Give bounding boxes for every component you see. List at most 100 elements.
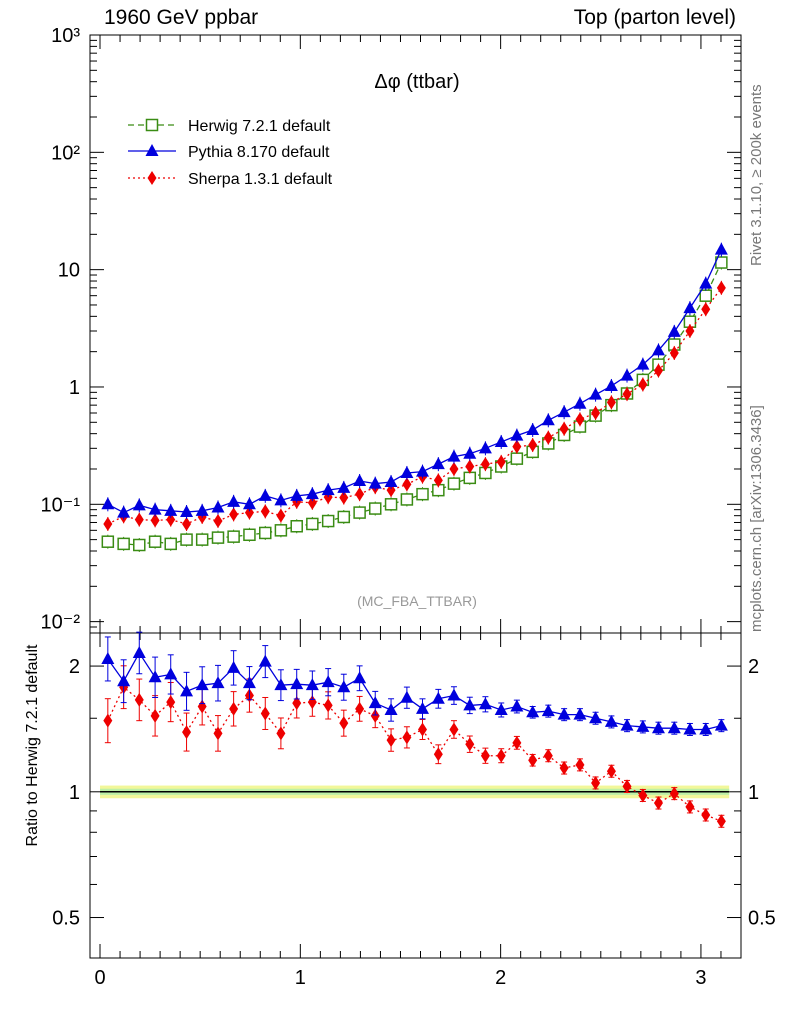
data-point [339, 490, 349, 505]
ratio-point [290, 677, 304, 690]
ratio-y-axis-label: Ratio to Herwig 7.2.1 default [24, 644, 41, 846]
collider-label: 1960 GeV ppbar [104, 6, 259, 29]
data-point [638, 377, 648, 392]
y-tick-label: 1 [69, 377, 80, 399]
data-point [180, 533, 193, 546]
data-point [337, 480, 351, 493]
data-point [636, 357, 650, 370]
data-point [368, 502, 382, 515]
ratio-point [622, 779, 632, 794]
data-point [148, 502, 162, 515]
data-point [260, 504, 270, 519]
ratio-point [653, 796, 663, 811]
ratio-point [543, 748, 553, 763]
y-tick-label: 10³ [51, 25, 80, 47]
data-point [384, 498, 398, 511]
ratio-point [164, 667, 178, 680]
ratio-point [418, 722, 428, 737]
ratio-point [292, 696, 302, 711]
ratio-point [685, 799, 695, 814]
ratio-point [211, 676, 225, 689]
ratio-y-tick-label: 2 [69, 656, 80, 678]
data-point [290, 520, 303, 533]
data-point [463, 471, 477, 485]
ratio-point [651, 721, 665, 734]
data-point [134, 512, 144, 527]
x-tick-label: 1 [295, 967, 306, 989]
data-point [227, 494, 241, 507]
data-point [433, 473, 443, 488]
legend-label: Herwig 7.2.1 default [188, 118, 331, 135]
ratio-point [714, 718, 728, 731]
y-tick-label: 10 [58, 260, 80, 282]
data-point [166, 512, 176, 527]
data-point [573, 396, 587, 409]
data-point [543, 430, 553, 445]
data-point [496, 454, 506, 469]
data-point [478, 441, 492, 454]
ratio-point [150, 708, 160, 723]
data-point [604, 378, 618, 391]
ratio-point [197, 699, 207, 714]
data-point [480, 457, 490, 472]
legend-marker [145, 144, 159, 156]
ratio-point [431, 691, 445, 704]
data-point [431, 457, 445, 470]
legend-label: Pythia 8.170 default [188, 144, 330, 161]
data-point [510, 428, 524, 441]
y-tick-label: 10⁻¹ [41, 494, 81, 516]
data-point [195, 533, 209, 546]
ratio-point [260, 706, 270, 721]
data-point [416, 464, 430, 477]
ratio-point [101, 651, 115, 664]
ratio-series-1 [103, 665, 726, 829]
ratio-point [494, 702, 508, 715]
series-2 [103, 280, 726, 531]
data-point [591, 406, 601, 421]
data-point [685, 323, 695, 338]
data-point [575, 412, 585, 427]
ratio-point [669, 786, 679, 801]
y-tick-label: 10⁻² [41, 612, 81, 634]
data-point [447, 477, 461, 490]
data-point [620, 368, 634, 381]
data-point [667, 324, 681, 337]
data-point [622, 387, 632, 402]
ratio-point [103, 713, 113, 728]
data-point [132, 498, 146, 511]
ratio-y-tick-label-right: 2 [748, 656, 759, 678]
data-point [400, 465, 414, 478]
ratio-series-0 [101, 631, 728, 736]
ratio-point [386, 733, 396, 748]
ratio-point [307, 695, 317, 710]
data-point [416, 487, 429, 501]
data-point [259, 526, 272, 540]
data-point [229, 507, 239, 522]
data-point [368, 476, 382, 489]
y-tick-label: 10² [51, 142, 80, 164]
data-point [699, 289, 712, 302]
data-point [307, 495, 317, 510]
data-point [714, 242, 728, 255]
rivet-version-label: Rivet 3.1.10, ≥ 200k events [748, 84, 765, 266]
ratio-point [591, 775, 601, 790]
data-point [463, 446, 477, 459]
data-point [541, 413, 555, 426]
data-point [321, 514, 335, 528]
data-point [211, 531, 225, 544]
data-point [701, 302, 711, 317]
ratio-point [604, 714, 618, 727]
ratio-point [339, 716, 349, 731]
x-tick-label: 3 [695, 967, 706, 989]
data-point [669, 345, 679, 360]
ratio-point [305, 678, 319, 691]
series-0 [101, 255, 728, 552]
data-point [512, 439, 522, 454]
ratio-point [323, 698, 333, 713]
process-label: Top (parton level) [573, 6, 736, 29]
ratio-point [589, 711, 603, 724]
data-point [465, 459, 475, 474]
data-point [258, 488, 272, 501]
ratio-y-tick-label-right: 0.5 [748, 908, 776, 930]
data-point [651, 343, 665, 356]
